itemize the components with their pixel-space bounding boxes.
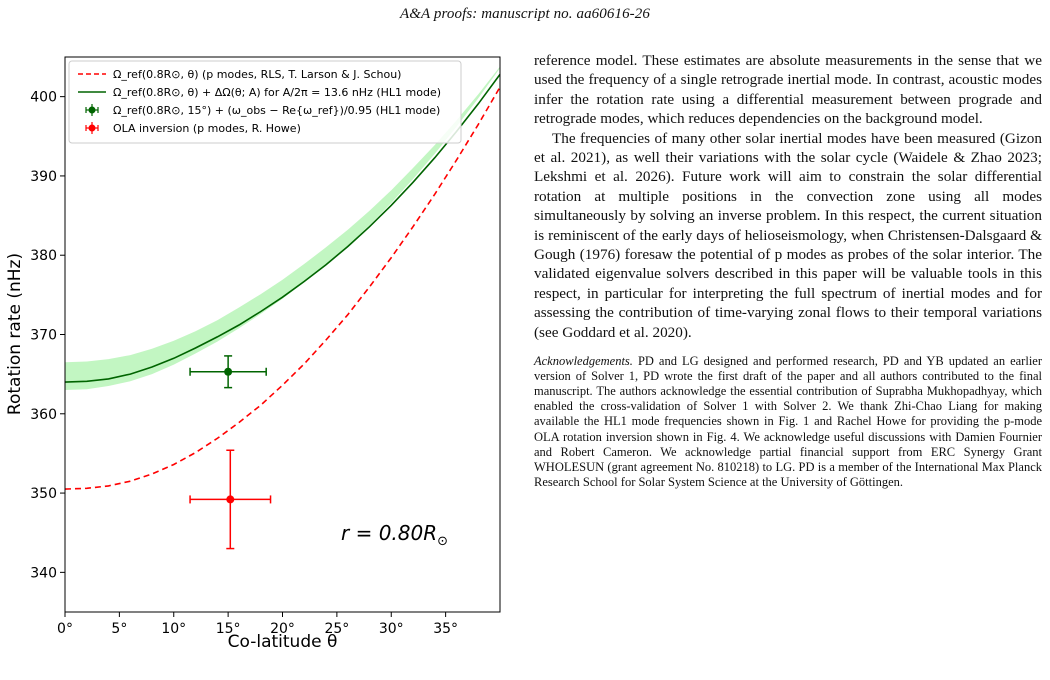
running-head: A&A proofs: manuscript no. aa60616-26 [400, 6, 650, 22]
acknowledgements-heading: Acknowledgements. [534, 354, 633, 369]
figure-rotation-rate: 0° 5° 10° 15° 20° 25° 30° 35° 340 350 360 370 380 390… [0, 44, 515, 680]
acknowledgements: Acknowledgements. PD and LG designed and… [534, 354, 1042, 490]
legend-entry-ola: OLA inversion (p modes, R. Howe) [113, 122, 301, 135]
sun-symbol: ⊙ [437, 534, 448, 549]
chart: 0° 5° 10° 15° 20° 25° 30° 35° 340 350 360 370 380 390… [5, 56, 501, 652]
marker [224, 367, 233, 376]
legend-box [68, 60, 462, 144]
radius-annotation: r = 0.80R⊙ [341, 521, 448, 549]
x-tick-label: 0° [57, 621, 73, 637]
y-tick-label: 370 [30, 328, 57, 344]
legend-swatch-red-marker [85, 122, 99, 134]
series-line-0 [64, 86, 501, 490]
radius-annotation-text: r = 0.80R [341, 521, 437, 545]
y-tick-label: 380 [30, 248, 57, 264]
data-point-1 [189, 449, 272, 550]
y-tick-label: 360 [30, 407, 57, 423]
paragraph-1: reference model. These estimates are abs… [534, 52, 1042, 128]
legend-swatch-green-marker [85, 104, 99, 116]
legend: Ω_ref(0.8R⊙, θ) (p modes, RLS, T. Larson… [68, 60, 462, 144]
paragraph-2: The frequencies of many other solar iner… [534, 129, 1042, 341]
x-tick-label: 10° [161, 621, 186, 637]
legend-entry-hl1-curve: Ω_ref(0.8R⊙, θ) + ΔΩ(θ; A) for A/2π = 13… [113, 86, 441, 99]
y-tick-label: 390 [30, 169, 57, 185]
acknowledgements-body: PD and LG designed and performed researc… [534, 354, 1043, 489]
y-tick-label: 400 [30, 90, 57, 106]
svg-text:r = 0.80R⊙: r = 0.80R⊙ [341, 521, 448, 549]
x-tick-label: 30° [379, 621, 404, 637]
y-tick-label: 340 [30, 565, 57, 581]
text-column: reference model. These estimates are abs… [534, 51, 1042, 490]
x-tick-label: 15° [216, 621, 241, 637]
legend-entry-hl1-point: Ω_ref(0.8R⊙, 15°) + (ω_obs − Re{ω_ref})/… [113, 104, 440, 117]
series-line-1 [64, 73, 501, 383]
x-tick-label: 20° [270, 621, 295, 637]
x-axis-label: Co-latitude θ [228, 632, 338, 652]
x-tick-label: 25° [324, 621, 349, 637]
marker [226, 495, 235, 504]
x-tick-label: 35° [433, 621, 458, 637]
legend-entry-rls: Ω_ref(0.8R⊙, θ) (p modes, RLS, T. Larson… [113, 68, 401, 81]
x-tick-label: 5° [111, 621, 127, 637]
y-tick-label: 350 [30, 486, 57, 502]
y-axis-label: Rotation rate (nHz) [5, 253, 25, 415]
data-point-0 [189, 355, 267, 389]
